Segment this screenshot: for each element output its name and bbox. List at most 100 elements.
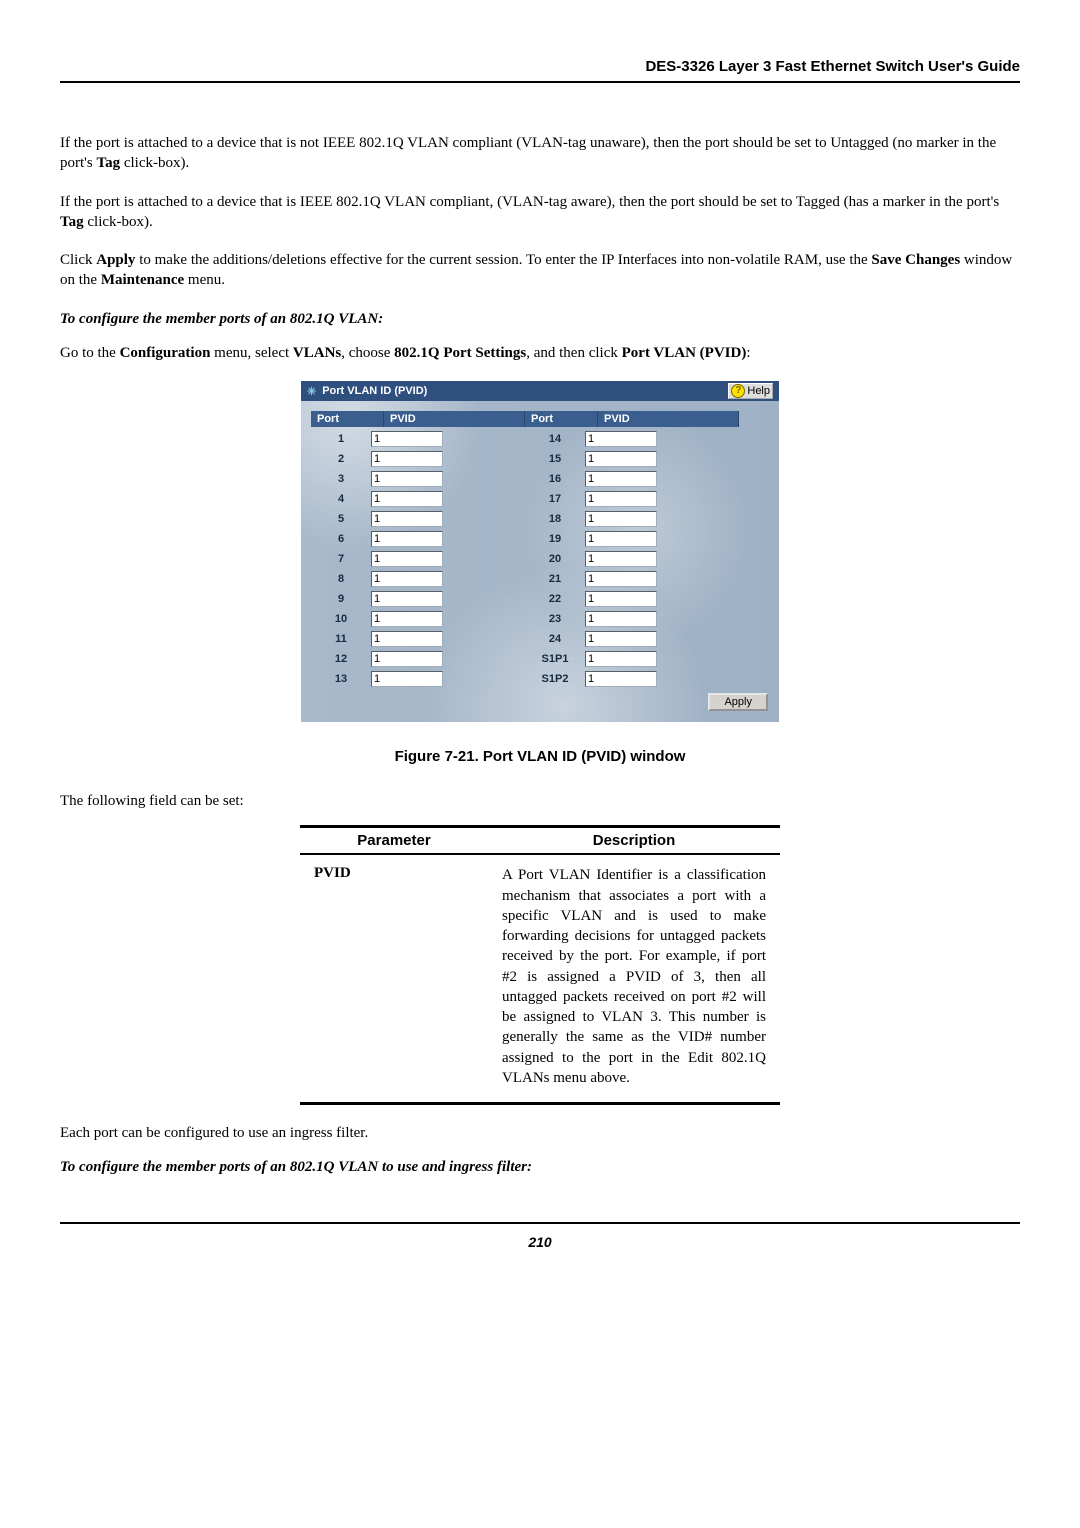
pvid-row: 9 xyxy=(311,589,525,609)
pvid-row: 14 xyxy=(525,429,739,449)
bold-port-vlan-pvid: Port VLAN (PVID) xyxy=(622,345,747,361)
pvid-row: 1 xyxy=(311,429,525,449)
table-header-description: Description xyxy=(488,827,780,855)
text: If the port is attached to a device that… xyxy=(60,194,999,210)
pvid-input[interactable] xyxy=(585,611,657,627)
pvid-input[interactable] xyxy=(371,451,443,467)
table-cell-param: PVID xyxy=(300,854,488,1103)
pvid-input[interactable] xyxy=(371,591,443,607)
pvid-row: 24 xyxy=(525,629,739,649)
text: Go to the xyxy=(60,345,120,361)
port-label: 19 xyxy=(525,533,585,545)
port-label: 12 xyxy=(311,653,371,665)
port-label: 7 xyxy=(311,553,371,565)
pvid-input[interactable] xyxy=(585,571,657,587)
pvid-row: 16 xyxy=(525,469,739,489)
pvid-input[interactable] xyxy=(585,471,657,487)
pvid-row: 8 xyxy=(311,569,525,589)
col-header-port: Port xyxy=(525,411,598,427)
figure-caption: Figure 7-21. Port VLAN ID (PVID) window xyxy=(60,748,1020,765)
port-label: 6 xyxy=(311,533,371,545)
text: click-box). xyxy=(84,214,153,230)
pvid-row: 5 xyxy=(311,509,525,529)
help-icon: ? xyxy=(731,384,745,398)
paragraph-2: If the port is attached to a device that… xyxy=(60,192,1020,233)
pvid-window-body: Port PVID 12345678910111213 Port PVID 14… xyxy=(301,401,779,722)
pvid-input[interactable] xyxy=(371,431,443,447)
port-label: S1P2 xyxy=(525,673,585,685)
pvid-input[interactable] xyxy=(371,611,443,627)
pvid-input[interactable] xyxy=(585,671,657,687)
pvid-row: 10 xyxy=(311,609,525,629)
text: If the port is attached to a device that… xyxy=(60,135,996,171)
parameter-table: Parameter Description PVID A Port VLAN I… xyxy=(300,825,780,1105)
pvid-input[interactable] xyxy=(585,511,657,527)
following-field-text: The following field can be set: xyxy=(60,791,1020,811)
pvid-row: 7 xyxy=(311,549,525,569)
text: click-box). xyxy=(120,155,189,171)
port-label: 18 xyxy=(525,513,585,525)
pvid-input[interactable] xyxy=(585,491,657,507)
pvid-row: 15 xyxy=(525,449,739,469)
pvid-window: ✳ Port VLAN ID (PVID) ? Help Port PVID xyxy=(301,381,779,722)
pvid-input[interactable] xyxy=(371,471,443,487)
pvid-input[interactable] xyxy=(585,651,657,667)
pvid-input[interactable] xyxy=(585,631,657,647)
bold-tag: Tag xyxy=(96,155,120,171)
pvid-row: 21 xyxy=(525,569,739,589)
pvid-left-column: Port PVID 12345678910111213 xyxy=(311,411,525,689)
text: Click xyxy=(60,252,96,268)
bold-configuration: Configuration xyxy=(120,345,211,361)
pvid-input[interactable] xyxy=(585,591,657,607)
port-label: 22 xyxy=(525,593,585,605)
port-label: 15 xyxy=(525,453,585,465)
port-label: 17 xyxy=(525,493,585,505)
pvid-row: 6 xyxy=(311,529,525,549)
pvid-input[interactable] xyxy=(371,511,443,527)
pvid-row: 12 xyxy=(311,649,525,669)
bold-vlans: VLANs xyxy=(293,345,341,361)
port-label: 16 xyxy=(525,473,585,485)
col-header-port: Port xyxy=(311,411,384,427)
page-footer: 210 xyxy=(60,1222,1020,1250)
pvid-row: 4 xyxy=(311,489,525,509)
port-label: 8 xyxy=(311,573,371,585)
pvid-input[interactable] xyxy=(585,551,657,567)
port-label: 10 xyxy=(311,613,371,625)
table-header-parameter: Parameter xyxy=(300,827,488,855)
pvid-row: 11 xyxy=(311,629,525,649)
pvid-input[interactable] xyxy=(371,671,443,687)
port-label: 3 xyxy=(311,473,371,485)
table-cell-desc: A Port VLAN Identifier is a classificati… xyxy=(488,854,780,1103)
pvid-input[interactable] xyxy=(585,431,657,447)
pvid-input[interactable] xyxy=(585,531,657,547)
pvid-input[interactable] xyxy=(371,531,443,547)
pvid-row: 17 xyxy=(525,489,739,509)
each-port-text: Each port can be configured to use an in… xyxy=(60,1123,1020,1143)
pvid-right-column: Port PVID 1415161718192021222324S1P1S1P2 xyxy=(525,411,739,689)
apply-button[interactable]: Apply xyxy=(708,693,768,711)
paragraph-1: If the port is attached to a device that… xyxy=(60,133,1020,174)
port-label: 11 xyxy=(311,633,371,645)
pvid-row: 18 xyxy=(525,509,739,529)
pvid-input[interactable] xyxy=(585,451,657,467)
bold-tag: Tag xyxy=(60,214,84,230)
pvid-input[interactable] xyxy=(371,571,443,587)
pvid-input[interactable] xyxy=(371,651,443,667)
col-header-pvid: PVID xyxy=(384,411,525,427)
help-label: Help xyxy=(747,385,770,397)
bold-apply: Apply xyxy=(96,252,135,268)
pvid-row: 22 xyxy=(525,589,739,609)
asterisk-icon: ✳ xyxy=(307,385,316,398)
pvid-row: 19 xyxy=(525,529,739,549)
pvid-input[interactable] xyxy=(371,631,443,647)
pvid-row: S1P1 xyxy=(525,649,739,669)
port-label: 9 xyxy=(311,593,371,605)
help-button[interactable]: ? Help xyxy=(728,383,773,399)
pvid-row: 23 xyxy=(525,609,739,629)
pvid-row: 2 xyxy=(311,449,525,469)
port-label: 4 xyxy=(311,493,371,505)
col-header-pvid: PVID xyxy=(598,411,739,427)
pvid-input[interactable] xyxy=(371,491,443,507)
pvid-input[interactable] xyxy=(371,551,443,567)
